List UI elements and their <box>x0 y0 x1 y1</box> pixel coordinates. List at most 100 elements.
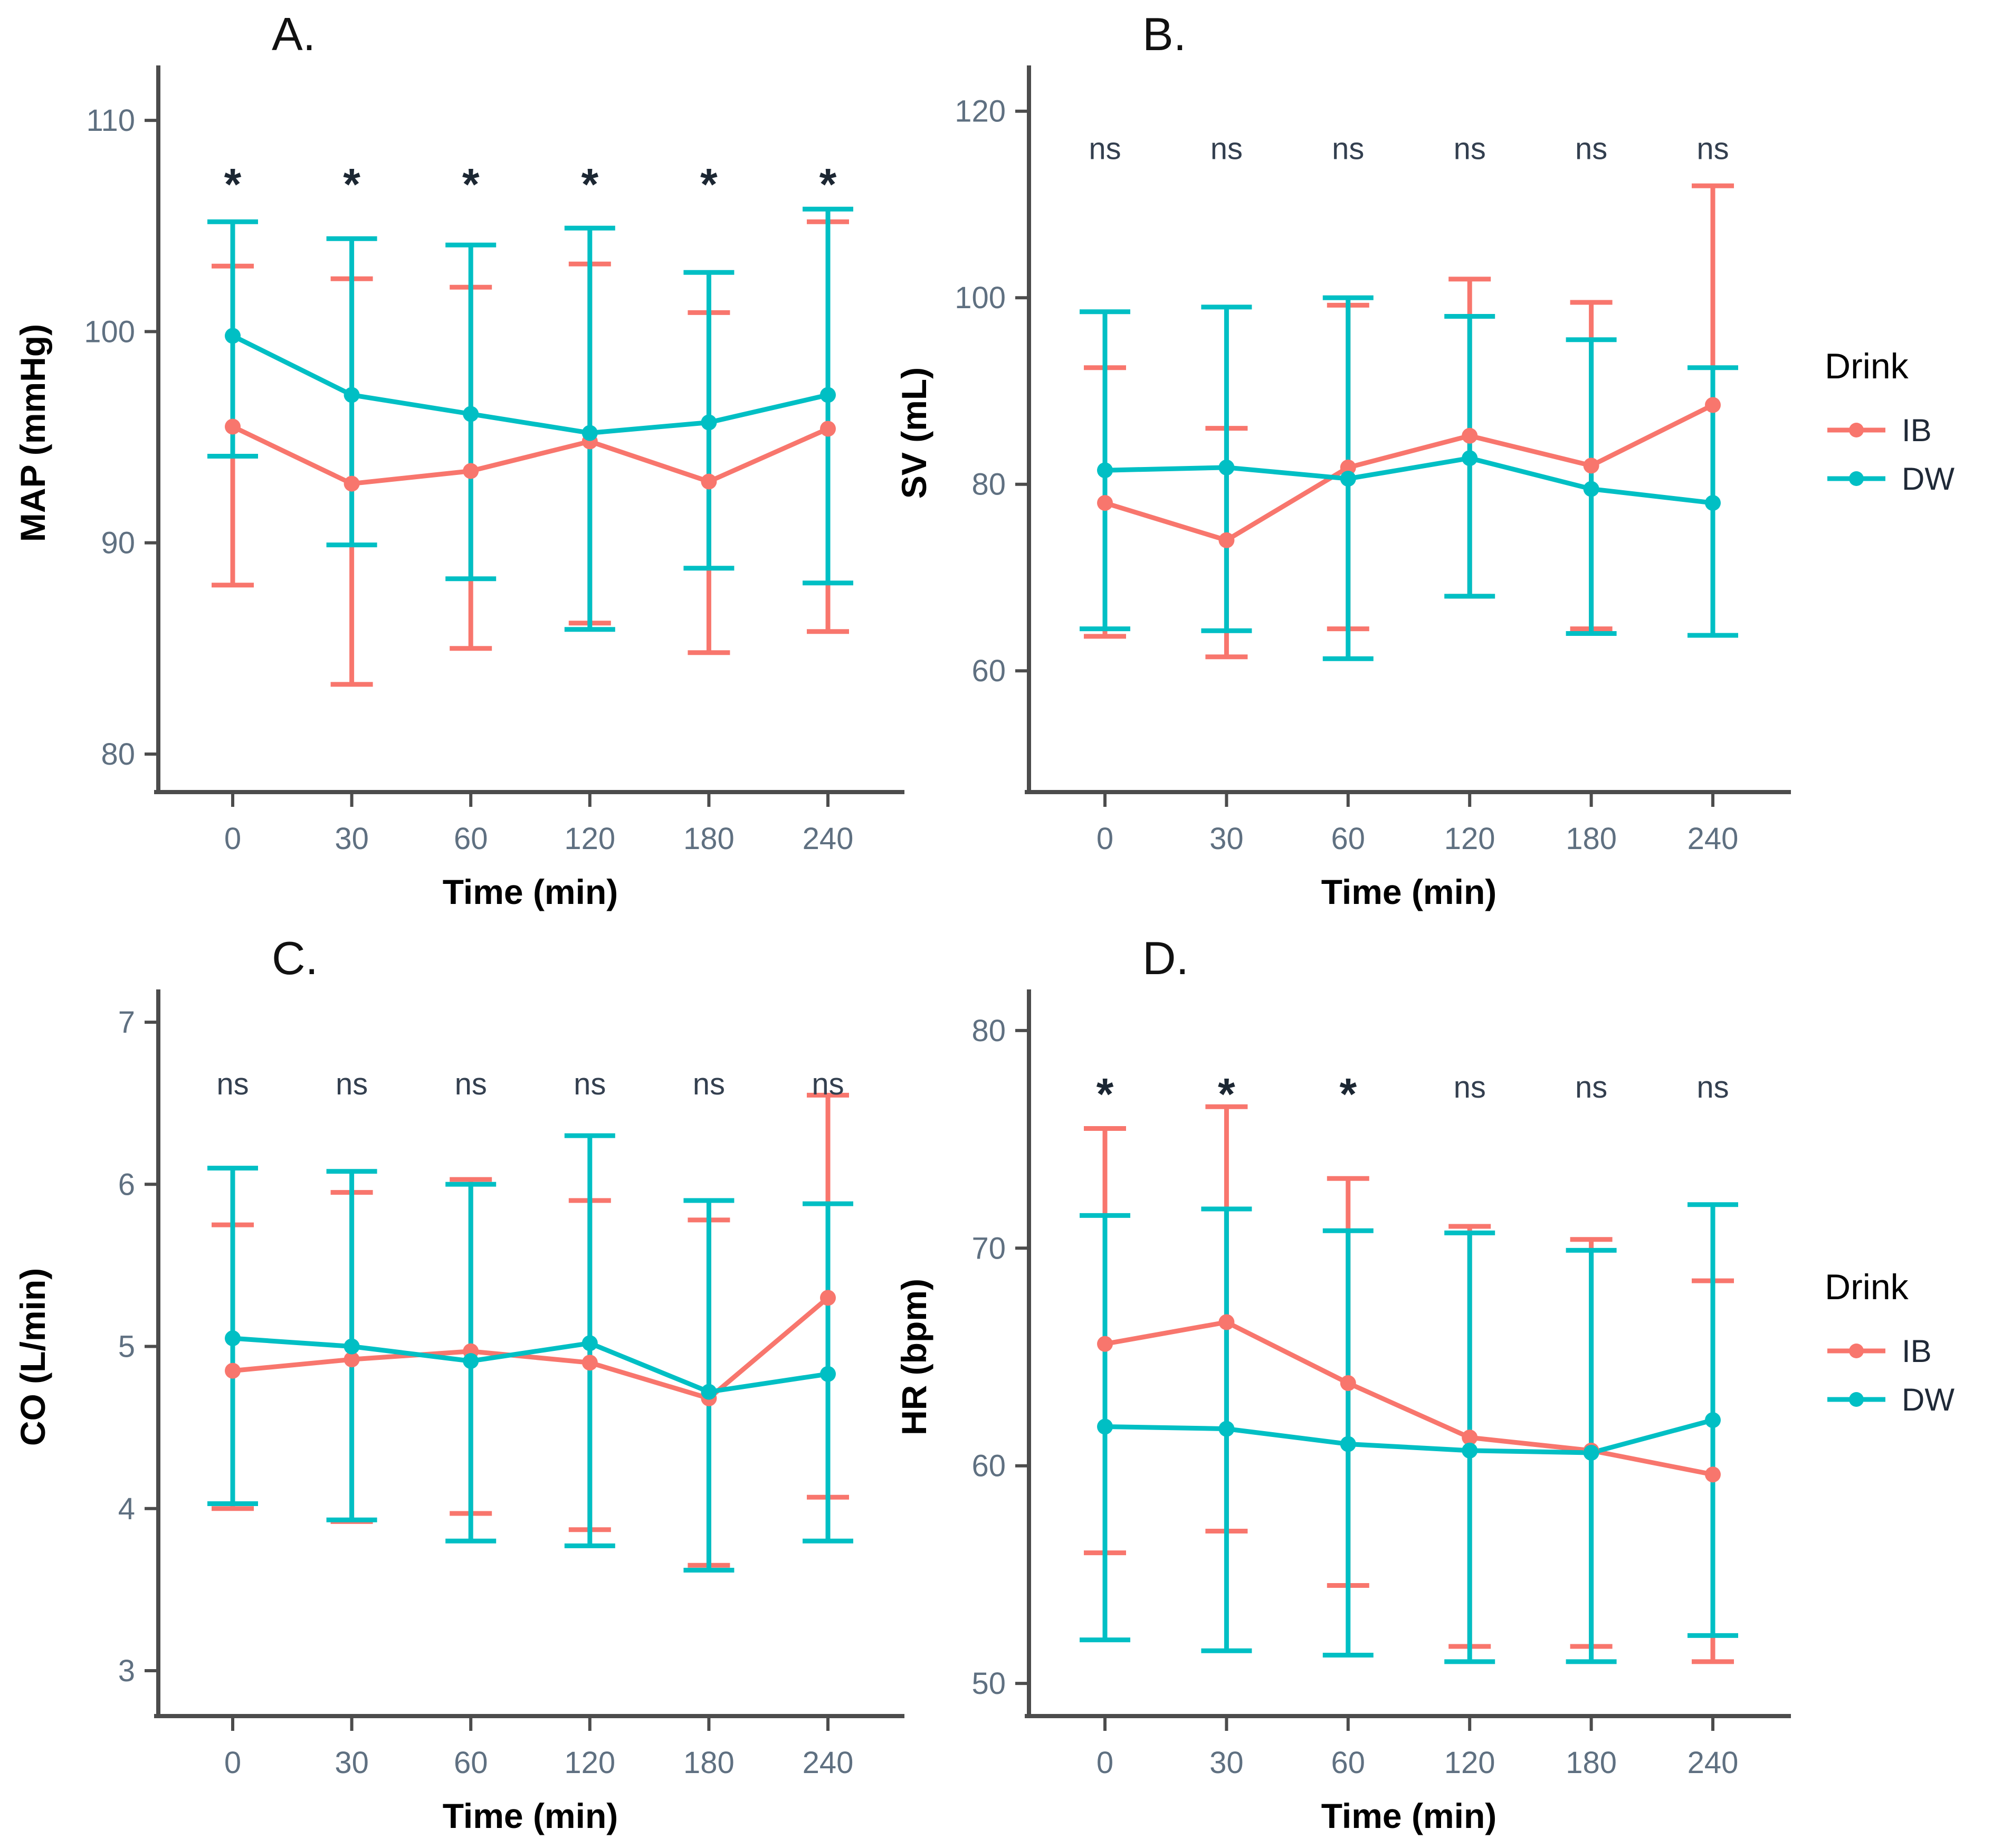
point-DW <box>1583 481 1599 497</box>
y-tick-label: 80 <box>971 468 1006 502</box>
y-tick-label: 70 <box>971 1231 1006 1265</box>
point-DW <box>1462 450 1478 466</box>
panel-a-map-chart: 80 90 100 110 0 30 60 120 180 240 MAP (mmHg) Time (… <box>13 8 904 911</box>
x-tick-label: 0 <box>224 1746 241 1780</box>
point-DW <box>1097 462 1113 479</box>
x-tick-label: 240 <box>803 822 854 856</box>
x-tick-label: 60 <box>454 822 488 856</box>
sig-label: ns <box>693 1067 725 1101</box>
y-tick-label: 7 <box>118 1005 135 1040</box>
point-IB <box>463 463 479 479</box>
line-DW <box>1104 455 1713 506</box>
point-IB <box>820 1290 836 1306</box>
sig-label: ns <box>1696 131 1729 166</box>
x-tick-label: 180 <box>1566 822 1617 856</box>
sig-label: * <box>343 159 360 209</box>
x-tick-label: 180 <box>683 1746 735 1780</box>
x-axis-title: Time (min) <box>1321 872 1496 911</box>
point-IB <box>1462 1430 1478 1446</box>
legend-label-ib: IB <box>1902 1333 1932 1369</box>
x-tick-label: 30 <box>1209 1746 1244 1780</box>
line-IB <box>232 1295 830 1401</box>
line-DW <box>231 334 829 436</box>
x-tick-label: 60 <box>1331 1746 1366 1780</box>
sig-label: ns <box>1089 131 1121 166</box>
x-tick-label: 180 <box>1566 1746 1617 1780</box>
panel-c-co-chart: 3 4 5 6 7 0 30 60 120 180 240 CO (L/min) Time (min) C… <box>13 932 904 1835</box>
x-tick-label: 120 <box>564 822 615 856</box>
y-tick-label: 100 <box>955 281 1006 315</box>
legend-title: Drink <box>1825 346 1909 386</box>
point-IB <box>581 1355 598 1371</box>
sig-label: * <box>224 159 242 209</box>
y-axis-title: CO (L/min) <box>13 1268 52 1446</box>
sig-label: ns <box>1332 131 1364 166</box>
point-DW <box>1218 1421 1235 1437</box>
x-tick-label: 30 <box>335 822 369 856</box>
legend-label-dw: DW <box>1902 1382 1955 1417</box>
point-DW <box>701 414 717 431</box>
point-DW <box>581 425 598 441</box>
point-DW <box>1583 1444 1599 1461</box>
point-DW <box>225 328 241 344</box>
y-axis-title: MAP (mmHg) <box>13 324 52 542</box>
x-tick-label: 120 <box>564 1746 615 1780</box>
y-tick-label: 50 <box>971 1666 1006 1701</box>
sig-label: * <box>819 159 837 209</box>
point-IB <box>344 1351 360 1368</box>
point-IB <box>820 421 836 437</box>
sig-label: ns <box>1575 1070 1607 1104</box>
point-IB <box>1340 459 1356 475</box>
point-DW <box>463 1353 479 1369</box>
legend-label-dw: DW <box>1902 461 1955 497</box>
x-tick-label: 0 <box>1097 822 1113 856</box>
sig-label: ns <box>1454 1070 1486 1104</box>
point-DW <box>1340 471 1356 487</box>
point-DW <box>1097 1418 1113 1435</box>
dw-line-marker-icon <box>1827 1392 1885 1407</box>
panel-letter: A. <box>272 8 316 60</box>
y-axis-title: HR (bpm) <box>894 1279 933 1435</box>
line-DW <box>232 1336 828 1395</box>
point-DW <box>581 1335 598 1351</box>
sig-label: * <box>1097 1069 1114 1119</box>
y-tick-label: 80 <box>101 737 135 771</box>
point-IB <box>701 473 717 490</box>
y-tick-label: 6 <box>118 1167 135 1202</box>
y-tick-label: 120 <box>955 94 1006 129</box>
sig-label: * <box>1218 1069 1235 1119</box>
y-tick-label: 100 <box>84 315 135 349</box>
panel-letter: B. <box>1142 8 1186 60</box>
sig-label: * <box>1339 1069 1357 1119</box>
legend-item-dw: DW <box>1825 454 2002 503</box>
sig-label: ns <box>216 1067 249 1101</box>
y-tick-label: 5 <box>118 1330 135 1364</box>
point-IB <box>1583 458 1599 474</box>
y-tick-label: 3 <box>118 1654 135 1688</box>
point-DW <box>344 387 360 403</box>
legend-item-ib: IB <box>1825 406 2002 454</box>
x-tick-label: 0 <box>1097 1746 1113 1780</box>
point-IB <box>225 418 241 435</box>
line-DW <box>1104 1417 1714 1455</box>
point-IB <box>1097 1336 1113 1352</box>
ib-line-marker-icon <box>1827 423 1885 437</box>
legend-item-ib: IB <box>1825 1327 2002 1375</box>
y-tick-label: 90 <box>101 526 135 560</box>
y-tick-label: 60 <box>971 1449 1006 1483</box>
x-tick-label: 240 <box>1688 822 1739 856</box>
x-tick-label: 120 <box>1444 822 1495 856</box>
x-tick-label: 30 <box>335 1746 369 1780</box>
x-axis-title: Time (min) <box>443 872 618 911</box>
point-IB <box>1340 1375 1356 1391</box>
point-IB <box>1705 1466 1721 1483</box>
sig-label: ns <box>1210 131 1243 166</box>
sig-label: ns <box>455 1067 487 1101</box>
point-DW <box>1705 495 1721 511</box>
point-IB <box>1462 427 1478 444</box>
point-DW <box>344 1338 360 1355</box>
x-tick-label: 30 <box>1209 822 1244 856</box>
x-tick-label: 120 <box>1444 1746 1495 1780</box>
x-tick-label: 240 <box>1688 1746 1739 1780</box>
